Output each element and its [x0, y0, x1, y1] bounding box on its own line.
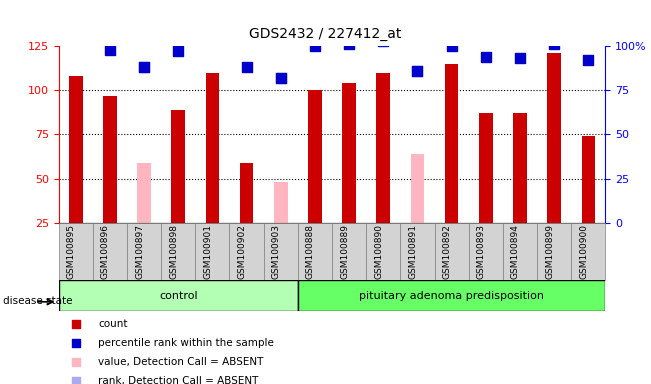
Bar [274, 182, 288, 223]
FancyBboxPatch shape [537, 223, 572, 280]
Point [71, 321, 81, 327]
Text: GSM100897: GSM100897 [135, 224, 144, 279]
FancyBboxPatch shape [92, 223, 127, 280]
Point [105, 46, 115, 53]
FancyBboxPatch shape [332, 223, 366, 280]
Text: GSM100888: GSM100888 [306, 224, 315, 279]
Point [310, 43, 320, 49]
Point [515, 55, 525, 61]
Bar [171, 110, 185, 223]
Bar [479, 113, 493, 223]
Point [378, 38, 389, 44]
Text: GSM100892: GSM100892 [443, 224, 452, 279]
Bar [103, 96, 117, 223]
Bar [69, 76, 83, 223]
Text: GDS2432 / 227412_at: GDS2432 / 227412_at [249, 27, 402, 41]
Point [275, 75, 286, 81]
FancyBboxPatch shape [230, 223, 264, 280]
Point [71, 359, 81, 365]
FancyBboxPatch shape [59, 280, 298, 311]
Text: pituitary adenoma predisposition: pituitary adenoma predisposition [359, 291, 544, 301]
Text: GSM100900: GSM100900 [579, 224, 589, 279]
Text: GSM100894: GSM100894 [511, 224, 520, 279]
Text: disease state: disease state [3, 296, 73, 306]
Text: GSM100889: GSM100889 [340, 224, 349, 279]
FancyBboxPatch shape [264, 223, 298, 280]
Point [549, 41, 559, 47]
Point [344, 41, 354, 47]
Text: control: control [159, 291, 197, 301]
Text: GSM100902: GSM100902 [238, 224, 247, 279]
Text: GSM100891: GSM100891 [408, 224, 417, 279]
Text: value, Detection Call = ABSENT: value, Detection Call = ABSENT [98, 357, 264, 367]
Bar [513, 113, 527, 223]
Point [173, 48, 184, 55]
Point [412, 68, 422, 74]
Text: GSM100893: GSM100893 [477, 224, 486, 279]
Point [139, 64, 149, 70]
Text: GSM100895: GSM100895 [66, 224, 76, 279]
Point [242, 64, 252, 70]
Point [583, 57, 594, 63]
Bar [342, 83, 356, 223]
Text: GSM100901: GSM100901 [203, 224, 212, 279]
Bar [206, 73, 219, 223]
Bar [137, 163, 151, 223]
Bar [445, 64, 458, 223]
Point [447, 43, 457, 49]
Bar [547, 53, 561, 223]
Bar [308, 90, 322, 223]
Bar [240, 163, 253, 223]
Text: GSM100903: GSM100903 [271, 224, 281, 279]
Text: rank, Detection Call = ABSENT: rank, Detection Call = ABSENT [98, 376, 258, 384]
FancyBboxPatch shape [572, 223, 605, 280]
FancyBboxPatch shape [127, 223, 161, 280]
FancyBboxPatch shape [435, 223, 469, 280]
Bar [581, 136, 595, 223]
FancyBboxPatch shape [366, 223, 400, 280]
Bar [376, 73, 390, 223]
Point [275, 75, 286, 81]
Text: GSM100896: GSM100896 [101, 224, 110, 279]
FancyBboxPatch shape [195, 223, 230, 280]
Text: GSM100898: GSM100898 [169, 224, 178, 279]
FancyBboxPatch shape [298, 280, 605, 311]
Point [71, 340, 81, 346]
Text: count: count [98, 319, 128, 329]
Text: GSM100890: GSM100890 [374, 224, 383, 279]
FancyBboxPatch shape [161, 223, 195, 280]
Bar [411, 154, 424, 223]
Point [480, 54, 491, 60]
Point [139, 64, 149, 70]
FancyBboxPatch shape [503, 223, 537, 280]
FancyBboxPatch shape [59, 223, 92, 280]
FancyBboxPatch shape [400, 223, 435, 280]
FancyBboxPatch shape [298, 223, 332, 280]
Point [71, 378, 81, 384]
Point [412, 68, 422, 74]
Text: percentile rank within the sample: percentile rank within the sample [98, 338, 274, 348]
Text: GSM100899: GSM100899 [545, 224, 554, 279]
FancyBboxPatch shape [469, 223, 503, 280]
